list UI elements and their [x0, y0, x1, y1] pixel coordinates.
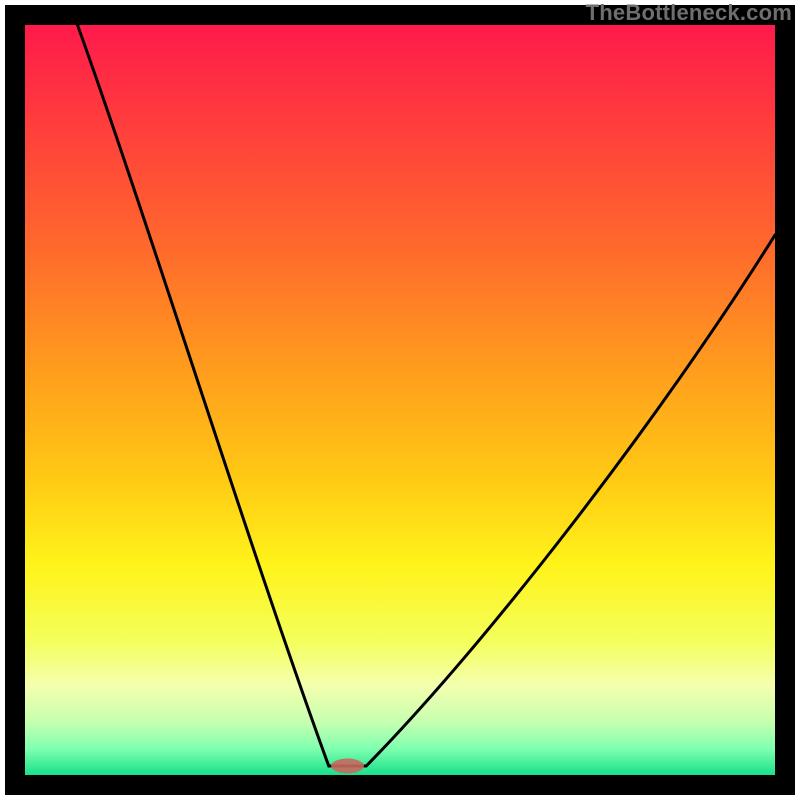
watermark-text: TheBottleneck.com [586, 0, 792, 26]
chart-stage: TheBottleneck.com [0, 0, 800, 800]
plot-background [25, 25, 775, 775]
optimal-point-marker [331, 759, 364, 774]
bottleneck-chart [0, 0, 800, 800]
